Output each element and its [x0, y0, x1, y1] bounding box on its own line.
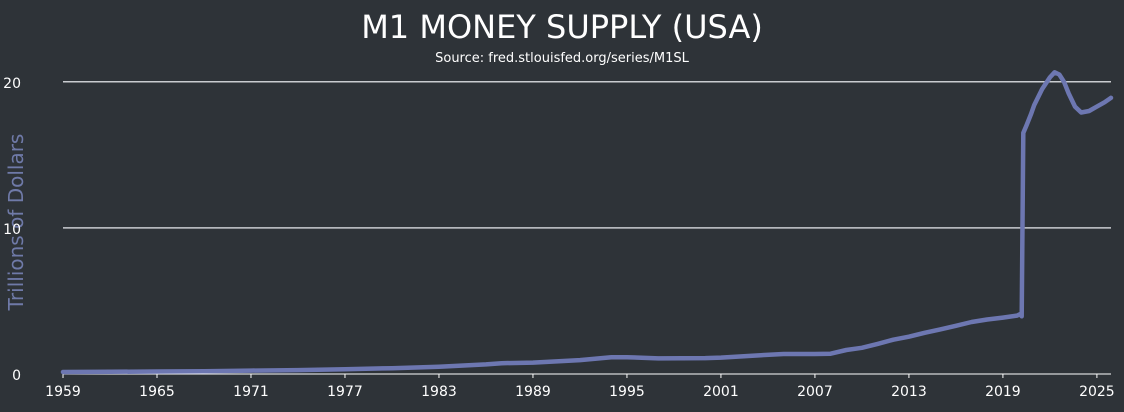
y-axis-label: Trillions of Dollars: [4, 134, 28, 312]
x-tick-label: 1965: [139, 384, 175, 400]
x-tick-label: 2007: [797, 384, 833, 400]
x-tick-label: 1995: [609, 384, 645, 400]
series-layer: [60, 70, 1114, 375]
x-tick-label: 1971: [233, 384, 269, 400]
x-tick-label: 1983: [421, 384, 457, 400]
series-line-0: [60, 70, 1114, 375]
x-tick-label: 1989: [515, 384, 551, 400]
grid-lines: [63, 81, 1111, 229]
y-tick-label: 20: [3, 76, 21, 92]
x-tick-labels: 1959 1965 1971 1977 1983 1989 1995 2001 2007 2013…: [45, 373, 1115, 400]
x-tick-label: 2001: [703, 384, 739, 400]
x-tick-label: 2025: [1079, 384, 1115, 400]
y-tick-labels: 0 10 20: [3, 76, 21, 384]
x-tick-label: 2019: [985, 384, 1021, 400]
y-tick-label: 0: [12, 368, 21, 384]
chart-title: M1 MONEY SUPPLY (USA): [361, 8, 763, 46]
chart-subtitle: Source: fred.stlouisfed.org/series/M1SL: [435, 51, 690, 66]
x-tick-label: 1977: [327, 384, 363, 400]
x-tick-label: 2013: [891, 384, 927, 400]
y-tick-label: 10: [3, 222, 21, 238]
x-tick-label: 1959: [45, 384, 81, 400]
